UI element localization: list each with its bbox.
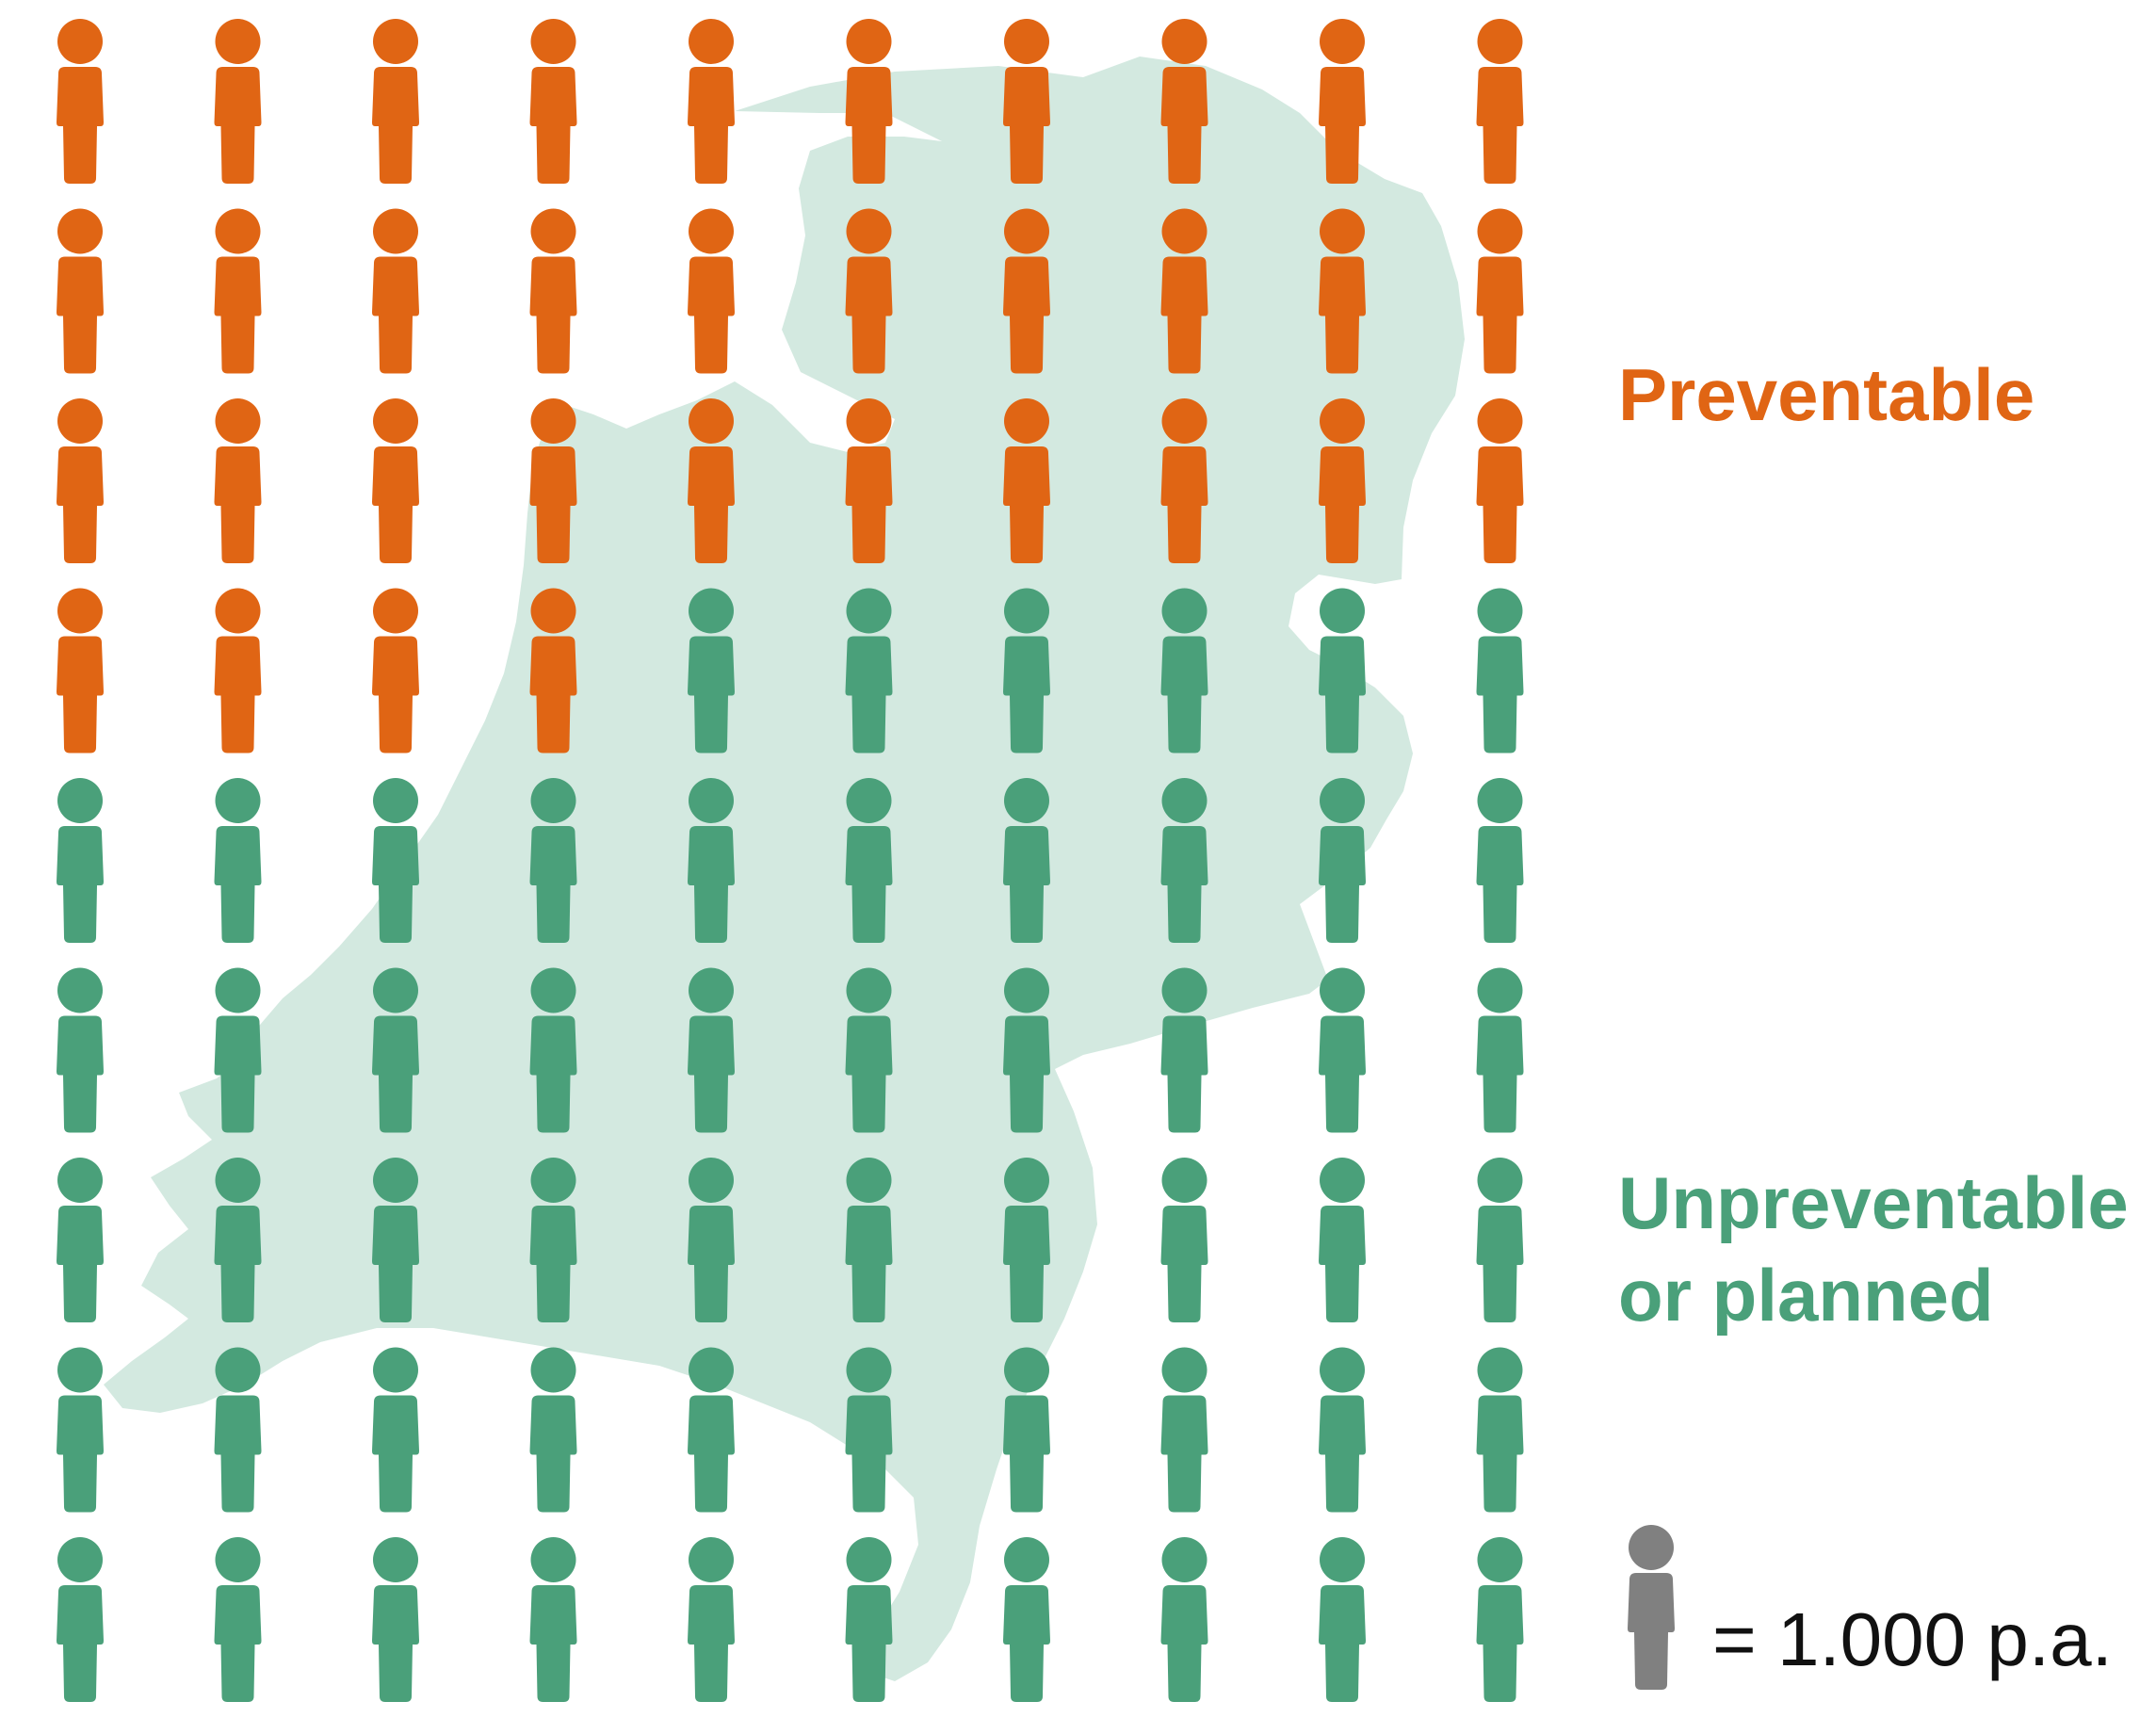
person-icon-unpreventable xyxy=(1476,588,1524,754)
person-icon-preventable xyxy=(1476,19,1524,184)
person-icon-unpreventable xyxy=(57,778,104,943)
person-icon-unpreventable xyxy=(1319,778,1366,943)
person-icon-unpreventable xyxy=(688,1347,735,1513)
person-icon-unpreventable xyxy=(1160,1537,1208,1702)
person-icon-unpreventable xyxy=(214,778,262,943)
person-icon-unpreventable xyxy=(1003,1537,1050,1702)
person-icon-unpreventable xyxy=(1319,1537,1366,1702)
person-icon-preventable xyxy=(372,398,419,563)
person-icon xyxy=(1622,1524,1680,1690)
unpreventable-label: Unpreventable or planned xyxy=(1618,1157,2129,1341)
person-icon-unpreventable xyxy=(529,1347,577,1513)
person-icon-preventable xyxy=(57,208,104,374)
unpreventable-label-line-1: Unpreventable xyxy=(1618,1161,2129,1244)
person-icon-unpreventable xyxy=(529,1537,577,1702)
person-icon-unpreventable xyxy=(1476,778,1524,943)
legend: = 1.000 p.a. xyxy=(1622,1524,2113,1690)
netherlands-map xyxy=(104,57,1465,1681)
person-icon-preventable xyxy=(57,588,104,754)
person-icon-preventable xyxy=(372,19,419,184)
person-icon-preventable xyxy=(529,208,577,374)
person-icon-unpreventable xyxy=(1003,1347,1050,1513)
person-icon-preventable xyxy=(1476,208,1524,374)
person-icon-unpreventable xyxy=(1476,967,1524,1133)
person-icon-unpreventable xyxy=(688,1537,735,1702)
legend-unit-text: = 1.000 p.a. xyxy=(1712,1597,2113,1681)
person-icon-unpreventable xyxy=(214,1347,262,1513)
person-icon-unpreventable xyxy=(57,1347,104,1513)
person-icon-unpreventable xyxy=(1319,967,1366,1133)
person-icon-preventable xyxy=(214,19,262,184)
person-icon-unpreventable xyxy=(1319,1347,1366,1513)
unpreventable-label-line-2: or planned xyxy=(1618,1254,1994,1337)
person-icon-unpreventable xyxy=(214,1537,262,1702)
person-icon-unpreventable xyxy=(1160,967,1208,1133)
person-icon-unpreventable xyxy=(57,1158,104,1322)
person-icon-preventable xyxy=(688,19,735,184)
person-icon-preventable xyxy=(372,208,419,374)
person-icon-unpreventable xyxy=(372,1347,419,1513)
person-icon-unpreventable xyxy=(1476,1158,1524,1322)
person-icon-preventable xyxy=(57,19,104,184)
person-icon-unpreventable xyxy=(1160,1347,1208,1513)
person-icon-unpreventable xyxy=(1319,1158,1366,1322)
person-icon-unpreventable xyxy=(1476,1537,1524,1702)
person-icon-preventable xyxy=(688,208,735,374)
person-icon-preventable xyxy=(214,588,262,754)
person-icon-unpreventable xyxy=(845,1347,893,1513)
person-icon-preventable xyxy=(529,19,577,184)
preventable-label: Preventable xyxy=(1618,353,2035,436)
person-icon-unpreventable xyxy=(1160,1158,1208,1322)
person-icon-preventable xyxy=(57,398,104,563)
person-icon-unpreventable xyxy=(57,967,104,1133)
person-icon-preventable xyxy=(1476,398,1524,563)
person-icon-preventable xyxy=(214,398,262,563)
person-icon-unpreventable xyxy=(1476,1347,1524,1513)
person-icon-preventable xyxy=(214,208,262,374)
person-icon-preventable xyxy=(372,588,419,754)
person-icon-unpreventable xyxy=(372,1537,419,1702)
person-icon-unpreventable xyxy=(57,1537,104,1702)
